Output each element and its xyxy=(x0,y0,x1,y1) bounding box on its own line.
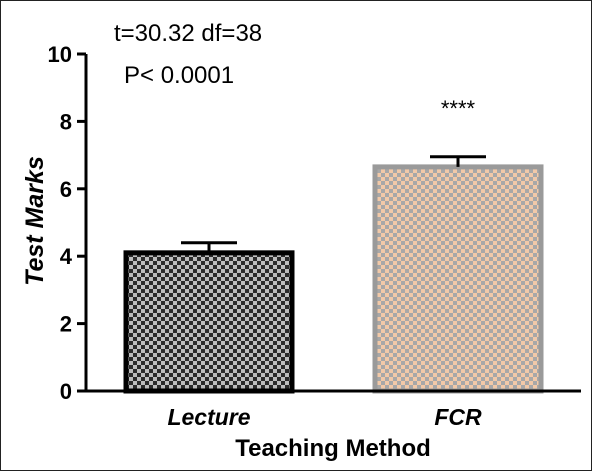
bar-lecture xyxy=(123,250,295,394)
y-axis-ticks: 0 2 4 6 8 10 xyxy=(48,42,86,404)
x-category-label-fcr: FCR xyxy=(434,404,482,430)
t-statistic-annotation: t=30.32 df=38 xyxy=(114,20,262,47)
y-tick-label: 2 xyxy=(60,312,72,337)
category-labels: Lecture FCR xyxy=(167,404,482,430)
y-tick-label: 8 xyxy=(60,109,72,134)
y-tick-label: 10 xyxy=(48,42,72,67)
p-value-annotation: P< 0.0001 xyxy=(124,62,234,89)
x-category-label-lecture: Lecture xyxy=(167,404,250,430)
y-tick-label: 6 xyxy=(60,177,72,202)
y-axis-title: Test Marks xyxy=(21,156,49,286)
significance-marker: **** xyxy=(441,96,476,121)
y-tick-label: 4 xyxy=(60,244,73,269)
bar-fcr xyxy=(372,164,544,394)
y-tick-label: 0 xyxy=(60,379,72,404)
x-axis-title: Teaching Method xyxy=(235,435,431,462)
bars: **** xyxy=(123,96,544,394)
